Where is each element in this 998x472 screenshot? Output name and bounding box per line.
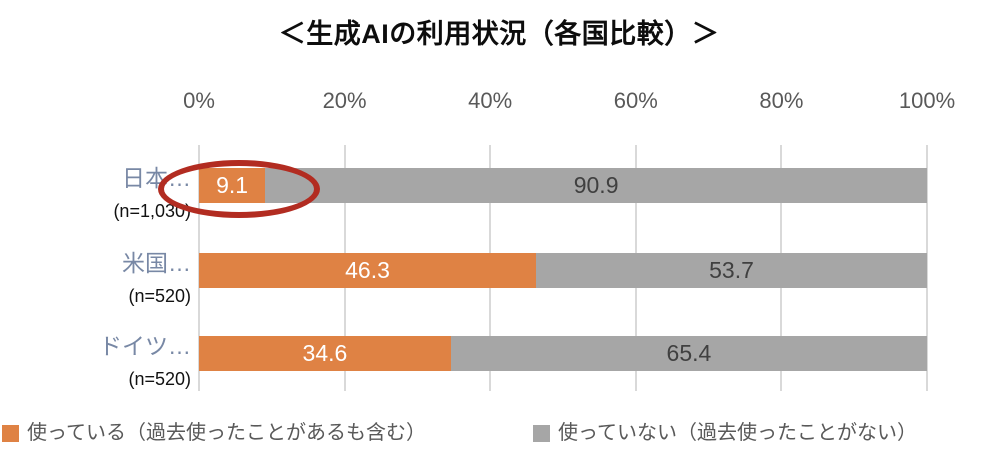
category-label: ドイツ…: [99, 333, 191, 359]
gridline: [926, 145, 928, 391]
legend-item: 使っていない（過去使ったことがない）: [533, 418, 917, 448]
x-axis-tick: 60%: [613, 88, 658, 113]
data-label: 46.3: [345, 257, 390, 283]
x-axis-tick: 80%: [759, 88, 804, 113]
category-label: 米国…: [122, 250, 191, 276]
bar-row: 34.6 65.4: [199, 336, 927, 371]
legend-label: 使っている（過去使ったことがあるも含む）: [27, 422, 426, 444]
legend-swatch: [533, 425, 550, 442]
legend-label: 使っていない（過去使ったことがない）: [558, 422, 917, 444]
bar-segment: 65.4: [450, 336, 927, 371]
data-label: 34.6: [302, 340, 348, 366]
category-sample-size: (n=520): [128, 286, 191, 306]
x-axis-tick: 100%: [898, 88, 956, 113]
category-label-block: 米国… (n=520): [0, 248, 191, 308]
x-axis-tick: 20%: [322, 88, 367, 113]
data-label: 65.4: [666, 340, 712, 366]
legend-swatch: [2, 425, 19, 442]
bar-segment: 90.9: [265, 168, 927, 203]
category-sample-size: (n=520): [128, 369, 191, 389]
legend-item: 使っている（過去使ったことがあるも含む）: [2, 418, 426, 448]
category-sample-size: (n=1,030): [113, 201, 191, 221]
bar-segment: 46.3: [199, 253, 537, 288]
data-label: 53.7: [709, 257, 754, 283]
x-axis-tick: 0%: [183, 88, 215, 113]
category-label-block: ドイツ… (n=520): [0, 331, 191, 391]
chart-title: ＜生成AIの利用状況（各国比較）＞: [278, 19, 720, 49]
highlight-ellipse-annotation: [158, 160, 320, 218]
bar-segment: 53.7: [536, 253, 927, 288]
data-label: 90.9: [573, 172, 619, 198]
bar-segment: 34.6: [199, 336, 451, 371]
bar-row: 46.3 53.7: [199, 253, 927, 288]
x-axis-tick: 40%: [468, 88, 513, 113]
